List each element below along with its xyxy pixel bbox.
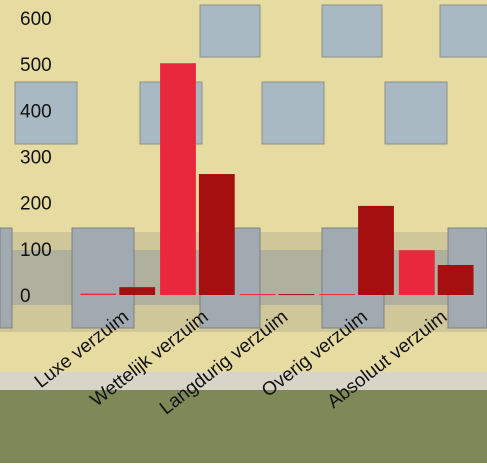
bar	[198, 174, 235, 295]
bar	[239, 294, 276, 296]
bar	[358, 205, 394, 295]
bar	[80, 293, 117, 295]
y-tick-label: 200	[20, 194, 52, 215]
bar	[160, 63, 196, 295]
y-tick-label: 600	[20, 9, 52, 30]
bar	[319, 294, 356, 296]
bar	[437, 264, 474, 295]
y-tick-label: 100	[20, 240, 52, 261]
bar	[398, 250, 435, 295]
y-tick-label: 300	[20, 148, 52, 169]
y-tick-label: 0	[20, 286, 31, 307]
y-tick-label: 400	[20, 101, 52, 122]
bar	[278, 294, 315, 296]
bar	[119, 287, 156, 295]
y-tick-label: 500	[20, 55, 52, 76]
